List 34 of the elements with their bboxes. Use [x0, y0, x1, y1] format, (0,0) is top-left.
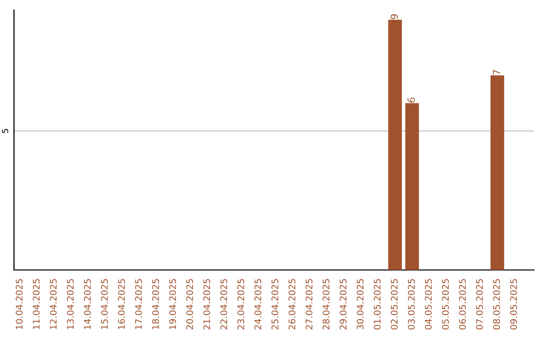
x-tick-label: 07.05.2025	[476, 279, 483, 330]
x-tick-label: 19.04.2025	[169, 279, 176, 330]
x-tick-label: 01.05.2025	[374, 279, 381, 330]
x-tick-label: 08.05.2025	[493, 279, 500, 330]
data-label: 9	[390, 14, 398, 20]
x-tick-label: 18.04.2025	[152, 279, 159, 330]
x-tick-label: 21.04.2025	[203, 279, 210, 330]
x-tick-label: 20.04.2025	[186, 279, 194, 330]
x-tick-label: 03.05.2025	[408, 279, 415, 330]
x-tick-label: 27.04.2025	[306, 279, 312, 330]
data-label: 6	[408, 98, 415, 102]
x-tick-label: 25.04.2025	[271, 279, 278, 330]
data-label: 7	[492, 70, 500, 75]
x-tick-label: 11.04.2025	[32, 279, 40, 330]
x-tick-label: 12.04.2025	[50, 279, 57, 330]
x-tick-label: 29.04.2025	[340, 279, 347, 330]
x-tick-label: 28.04.2025	[322, 279, 330, 330]
x-tick-label: 06.05.2025	[459, 279, 466, 330]
x-tick-label: 24.04.2025	[254, 279, 262, 330]
x-tick-label: 26.04.2025	[288, 279, 296, 330]
x-tick-label: 16.04.2025	[118, 279, 125, 330]
x-tick-label: 13.04.2025	[66, 279, 74, 330]
x-tick-label: 02.05.2025	[390, 279, 398, 330]
x-tick-label: 09.05.2025	[510, 279, 518, 330]
x-tick-label: 04.05.2025	[424, 279, 432, 330]
x-tick-label: 14.04.2025	[84, 279, 91, 330]
x-tick-label: 05.05.2025	[442, 279, 449, 330]
x-tick-label: 23.04.2025	[237, 279, 244, 330]
x-tick-label: 22.04.2025	[220, 279, 228, 330]
x-tick-label: 10.04.2025	[16, 279, 23, 330]
x-tick-label: 17.04.2025	[135, 279, 142, 330]
x-tick-label: 30.04.2025	[356, 279, 364, 330]
y-tick-label: 5	[2, 129, 8, 133]
x-tick-label: 15.04.2025	[101, 279, 108, 330]
